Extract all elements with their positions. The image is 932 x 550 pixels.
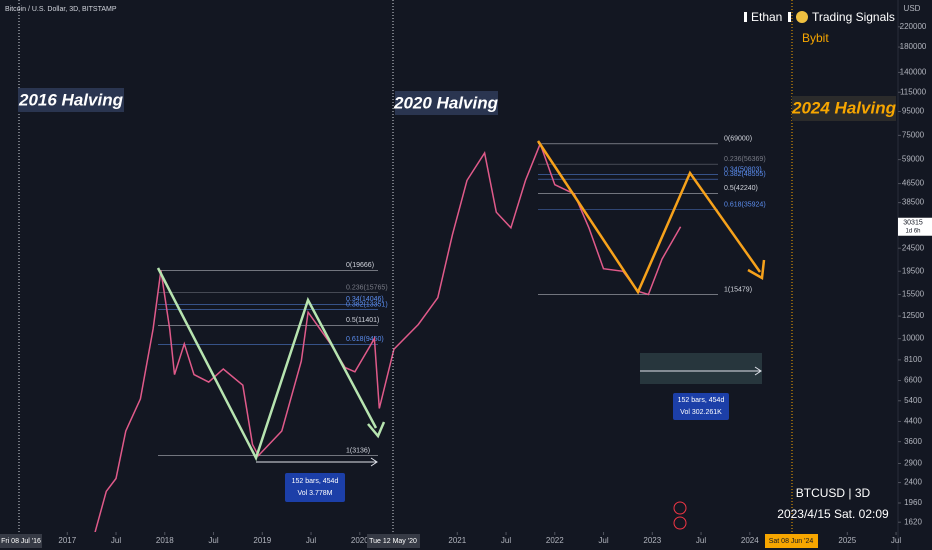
fib-label: 0.34(14046) <box>346 296 384 303</box>
x-tick-label: 2023 <box>643 536 661 545</box>
icon <box>673 501 687 515</box>
countdown: 1d 6h <box>905 228 920 234</box>
measure-box <box>285 473 345 502</box>
fib-label: 0(19666) <box>346 262 374 269</box>
x-tick-label: 2022 <box>546 536 564 545</box>
y-tick-label: 10000 <box>902 334 925 343</box>
halving-box <box>18 88 124 112</box>
arrow-head <box>367 421 386 439</box>
measure-text: 152 bars, 454d <box>678 397 725 404</box>
y-tick-label: 6600 <box>904 376 922 385</box>
x-tick-label: 2017 <box>58 536 76 545</box>
y-tick-label: 24500 <box>902 243 925 252</box>
date-box <box>367 534 420 548</box>
x-tick-label: Jul <box>501 536 511 545</box>
fib-label: 0.5(42240) <box>724 185 758 192</box>
y-tick-label: 15500 <box>902 290 925 299</box>
author: Ethan <box>751 10 782 24</box>
y-tick-label: 5400 <box>904 396 922 405</box>
icon <box>788 12 791 22</box>
brand: Trading Signals <box>812 10 895 24</box>
chart-title: Bitcoin / U.S. Dollar, 3D, BITSTAMP <box>5 6 117 13</box>
halving-label: 2016 Halving <box>18 90 124 109</box>
x-tick-label: Jul <box>208 536 218 545</box>
arrow-head <box>747 259 766 281</box>
y-axis <box>898 0 932 550</box>
fib-label: 0.5(11401) <box>346 317 379 324</box>
arrow-head <box>754 366 762 376</box>
y-tick-label: 1960 <box>904 498 922 507</box>
symbol: BTCUSD | 3D <box>796 486 871 500</box>
measure-range <box>640 353 762 384</box>
halving-label: 2020 Halving <box>393 93 499 112</box>
y-tick-label: 3600 <box>904 437 922 446</box>
y-tick-label: 1620 <box>904 517 922 526</box>
date-box <box>765 534 818 548</box>
fib-label: 1(15479) <box>724 286 752 293</box>
y-tick-label: 8100 <box>904 355 922 364</box>
y-tick-label: 180000 <box>900 42 927 51</box>
x-tick-label: 2018 <box>156 536 174 545</box>
measure-box <box>673 393 729 420</box>
fib-label: 0.382(13351) <box>346 301 388 308</box>
fib-label: 0.382(48555) <box>724 171 766 178</box>
x-tick-label: 2020 <box>351 536 369 545</box>
y-tick-label: 2900 <box>904 459 922 468</box>
x-tick-label: Jul <box>111 536 121 545</box>
y-axis-label: USD <box>904 4 921 13</box>
date-label: Fri 08 Jul '16 <box>1 538 41 545</box>
fib-label: 0.618(35924) <box>724 201 766 208</box>
icon <box>796 11 808 23</box>
y-tick-label: 19500 <box>902 266 925 275</box>
x-tick-label: 2025 <box>838 536 856 545</box>
measure-text: 152 bars, 454d <box>292 478 339 485</box>
exchange: Bybit <box>802 31 829 45</box>
y-tick-label: 220000 <box>900 22 927 31</box>
x-tick-label: 2021 <box>448 536 466 545</box>
measure-text: Vol 3.778M <box>297 490 332 497</box>
x-tick-label: Jul <box>306 536 316 545</box>
zigzag-2020 <box>536 140 762 295</box>
zigzag-2016 <box>156 267 378 462</box>
y-tick-label: 12500 <box>902 311 925 320</box>
fib-label: 0(69000) <box>724 136 752 143</box>
axes: 220000 180000 140000 115000 95000 75000 59000 4… <box>58 22 932 545</box>
x-axis <box>0 532 898 550</box>
y-tick-label: 4400 <box>904 417 922 426</box>
fib-label: 0.618(9450) <box>346 336 384 343</box>
date-label: Tue 12 May '20 <box>369 538 417 545</box>
icon <box>673 516 687 530</box>
arrow-head <box>370 457 378 467</box>
y-tick-label: 140000 <box>900 68 927 77</box>
fib-label: 1(3136) <box>346 447 370 454</box>
last-price: 30315 <box>903 220 923 227</box>
fib-label: 0.236(56369) <box>724 156 766 163</box>
x-tick-label: Jul <box>891 536 901 545</box>
x-tick-label: 2024 <box>741 536 759 545</box>
last-price-box <box>898 217 932 236</box>
x-tick-label: 2019 <box>253 536 271 545</box>
halving-box <box>792 96 896 121</box>
icon <box>744 12 747 22</box>
fib-label: 0.34(50803) <box>724 167 762 174</box>
y-tick-label: 115000 <box>900 87 927 96</box>
y-tick-label: 2400 <box>904 478 922 487</box>
plot-area: 0(19666) 0.236(15765) 0.34(14046)0.382(133… <box>90 136 766 545</box>
y-tick-label: 59000 <box>902 155 925 164</box>
y-tick-label: 75000 <box>902 130 925 139</box>
fib-label: 0.236(15765) <box>346 285 388 292</box>
x-tick-label: Jul <box>598 536 608 545</box>
y-tick-label: 46500 <box>902 179 925 188</box>
halving-box <box>395 91 498 115</box>
measure-text: Vol 302.261K <box>680 409 722 416</box>
y-tick-label: 95000 <box>902 107 925 116</box>
x-tick-label: Jul <box>696 536 706 545</box>
timestamp: 2023/4/15 Sat. 02:09 <box>777 507 889 521</box>
y-tick-label: 38500 <box>902 198 925 207</box>
date-label: Sat 08 Jun '24 <box>769 538 814 545</box>
halving-label: 2024 Halving <box>791 98 897 117</box>
date-box <box>0 534 42 548</box>
